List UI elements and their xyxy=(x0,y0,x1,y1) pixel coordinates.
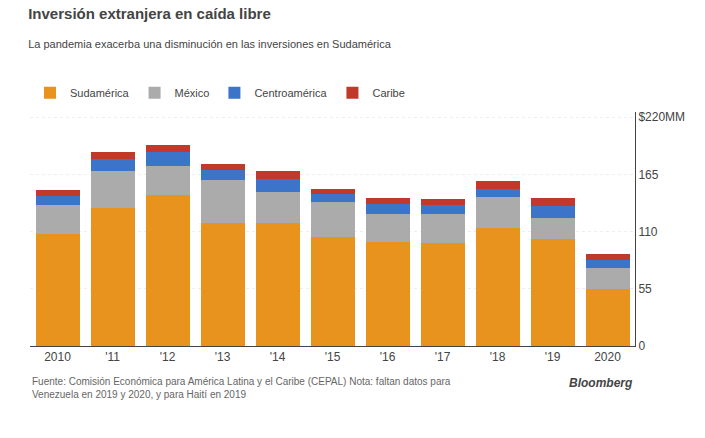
svg-text:Sudamérica: Sudamérica xyxy=(70,87,130,99)
svg-text:Bloomberg: Bloomberg xyxy=(569,376,633,390)
svg-text:'15: '15 xyxy=(325,350,341,364)
svg-text:México: México xyxy=(175,87,210,99)
svg-text:La pandemia exacerba una dismi: La pandemia exacerba una disminución en … xyxy=(28,38,391,50)
svg-text:$220MM: $220MM xyxy=(638,110,685,124)
svg-text:2020: 2020 xyxy=(594,350,621,364)
svg-text:'16: '16 xyxy=(380,350,396,364)
svg-text:'19: '19 xyxy=(545,350,561,364)
svg-text:165: 165 xyxy=(638,168,658,182)
svg-text:Caribe: Caribe xyxy=(372,87,404,99)
svg-text:Inversión extranjera en caída: Inversión extranjera en caída libre xyxy=(28,5,271,22)
svg-text:2010: 2010 xyxy=(44,350,71,364)
svg-text:'14: '14 xyxy=(270,350,286,364)
svg-text:55: 55 xyxy=(638,282,652,296)
svg-text:'17: '17 xyxy=(435,350,451,364)
svg-text:'12: '12 xyxy=(160,350,176,364)
svg-text:Fuente: Comisión Económica par: Fuente: Comisión Económica para América … xyxy=(32,376,451,400)
svg-text:'11: '11 xyxy=(105,350,120,364)
svg-text:Centroamérica: Centroamérica xyxy=(254,87,327,99)
svg-text:0: 0 xyxy=(638,339,645,353)
svg-text:'18: '18 xyxy=(490,350,506,364)
svg-text:110: 110 xyxy=(638,225,657,239)
svg-text:'13: '13 xyxy=(215,350,231,364)
